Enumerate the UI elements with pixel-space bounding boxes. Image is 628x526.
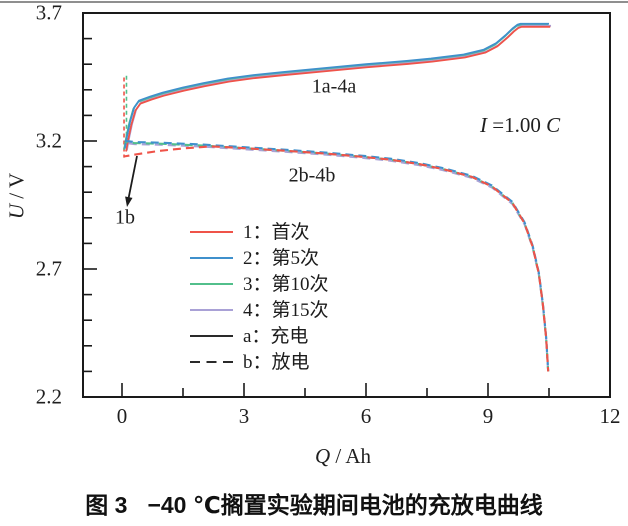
curve-1b [124,145,550,372]
figure-caption-number: 图 3 [85,492,128,518]
page-top-divider [0,1,628,3]
x-tick-label: 0 [116,404,128,428]
legend-item: 4：第15次 [190,297,329,323]
c-rate-symbol: C [546,113,561,137]
legend-item: b：放电 [190,349,329,375]
curve-1a [125,25,551,152]
annotation-first-discharge: 1b [115,206,135,229]
x-tick-label: 12 [599,404,621,428]
figure-caption-title: −40 ℃搁置实验期间电池的充放电曲线 [147,492,543,518]
curve-3b [124,140,550,372]
x-axis-symbol: Q [314,444,331,468]
curve-2a [123,22,549,149]
legend-swatch-solid [190,335,233,337]
legend-label: a：充电 [243,325,309,347]
legend-item: 1：首次 [190,219,329,245]
legend-label: 2：第5次 [243,247,320,269]
annotation-discharge-curves: 2b-4b [288,164,336,187]
x-axis-unit: / Ah [330,444,372,468]
y-tick-label: 2.7 [35,256,62,281]
annotation-arrow-1b [125,155,138,207]
legend-label: 1：首次 [243,221,310,243]
legend-item: 2：第5次 [190,245,329,271]
legend-item: a：充电 [190,323,329,349]
legend-swatch-solid [190,257,233,259]
curve-2b [124,139,550,371]
y-axis-symbol: U [4,203,29,220]
curve-4b [124,141,550,373]
axes-frame [82,12,611,398]
current-symbol: I [480,113,487,137]
legend-label: b：放电 [243,351,310,373]
y-tick-label: 2.2 [35,384,62,409]
y-tick-label: 3.2 [35,128,62,153]
x-tick-label: 6 [360,404,372,428]
legend-swatch-dashed [190,360,233,364]
y-axis-unit: / V [4,172,29,204]
legend-label: 3：第10次 [243,273,329,295]
legend-label: 4：第15次 [243,299,329,321]
axis-ticks [84,12,611,398]
legend-swatch-solid [190,283,233,285]
data-curves [123,22,552,373]
chart-legend: 1：首次 2：第5次 3：第10次 4：第15次 a：充电 b：放电 [190,219,329,375]
x-tick-label: 3 [238,404,250,428]
annotation-charge-curves: 1a-4a [311,75,357,98]
figure-caption: 图 3 −40 ℃搁置实验期间电池的充放电曲线 [0,486,628,520]
y-axis-title: U / V [5,173,30,219]
current-value: =1.00 [487,113,547,137]
annotation-current-rate: I =1.00 C [480,113,560,138]
legend-swatch-solid [190,231,233,233]
x-axis-title: Q / Ah [315,444,371,469]
legend-item: 3：第10次 [190,271,329,297]
legend-swatch-solid [190,309,233,311]
y-tick-label: 3.7 [35,0,62,25]
x-tick-label: 9 [482,404,494,428]
